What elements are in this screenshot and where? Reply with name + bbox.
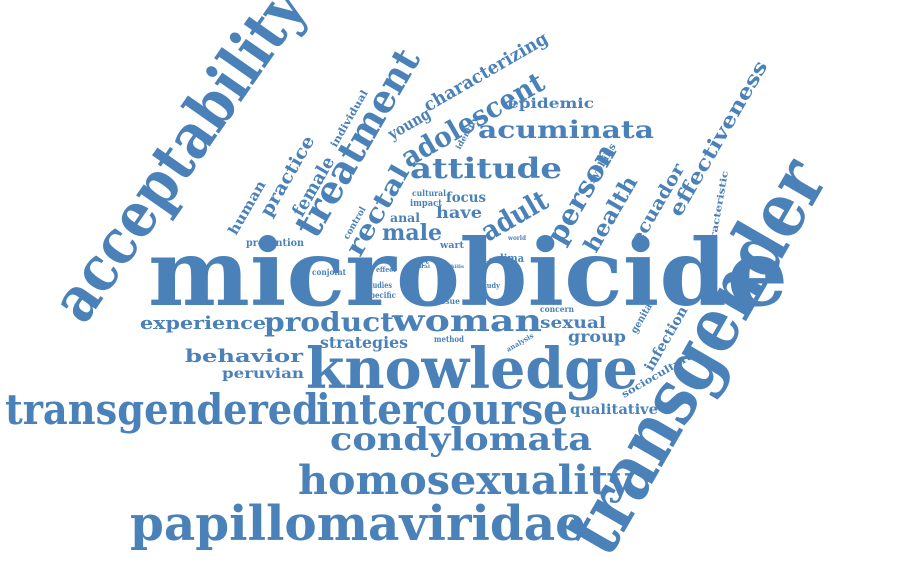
word-specific: specific bbox=[366, 290, 396, 300]
word-world: world bbox=[507, 235, 527, 242]
word-sexual: sexual bbox=[540, 313, 606, 332]
word-attitude: attitude bbox=[410, 152, 562, 185]
word-concern: concern bbox=[540, 304, 574, 314]
word-experience: experience bbox=[140, 313, 266, 334]
word-knowledge: knowledge bbox=[306, 336, 638, 402]
word-have: have bbox=[436, 203, 482, 222]
word-conjoint: conjoint bbox=[312, 267, 346, 277]
word-behavior: behavior bbox=[185, 346, 304, 367]
word-transgendered: transgendered bbox=[5, 385, 319, 434]
word-viral: viral bbox=[415, 264, 430, 270]
word-epidemic: epidemic bbox=[508, 96, 594, 112]
word-intercourse: intercourse bbox=[316, 385, 568, 434]
word-acuminata: acuminata bbox=[478, 115, 654, 144]
word-product: product bbox=[264, 308, 394, 338]
word-issue: issue bbox=[438, 296, 460, 306]
word-male: male bbox=[382, 220, 442, 246]
word-qualitative: qualitative bbox=[570, 402, 658, 418]
word-microbicide: microbicide bbox=[148, 219, 788, 327]
word-effect: effect bbox=[376, 265, 397, 274]
word-skills: skills bbox=[448, 264, 464, 270]
word-method: method bbox=[434, 334, 464, 344]
word-impact: impact bbox=[410, 199, 443, 209]
word-woman: woman bbox=[391, 304, 543, 339]
word-studies: studies bbox=[366, 280, 392, 290]
word-focus: focus bbox=[446, 190, 486, 206]
word-study: study bbox=[480, 281, 501, 290]
word-prevention: prevention bbox=[246, 238, 305, 249]
word-peruvian: peruvian bbox=[222, 366, 304, 382]
word-cultural: cultural bbox=[412, 188, 446, 198]
word-strategies: strategies bbox=[320, 333, 408, 352]
word-anal: anal bbox=[390, 211, 420, 225]
word-homosexuality: homosexuality bbox=[298, 457, 634, 504]
word-papillomaviridae: papillomaviridae bbox=[130, 496, 586, 552]
word-sex: sex bbox=[418, 258, 429, 264]
word-lima: lima bbox=[500, 252, 524, 265]
word-condylomata: condylomata bbox=[330, 420, 592, 458]
word-wart: wart bbox=[439, 241, 465, 251]
word-group: group bbox=[568, 327, 626, 346]
